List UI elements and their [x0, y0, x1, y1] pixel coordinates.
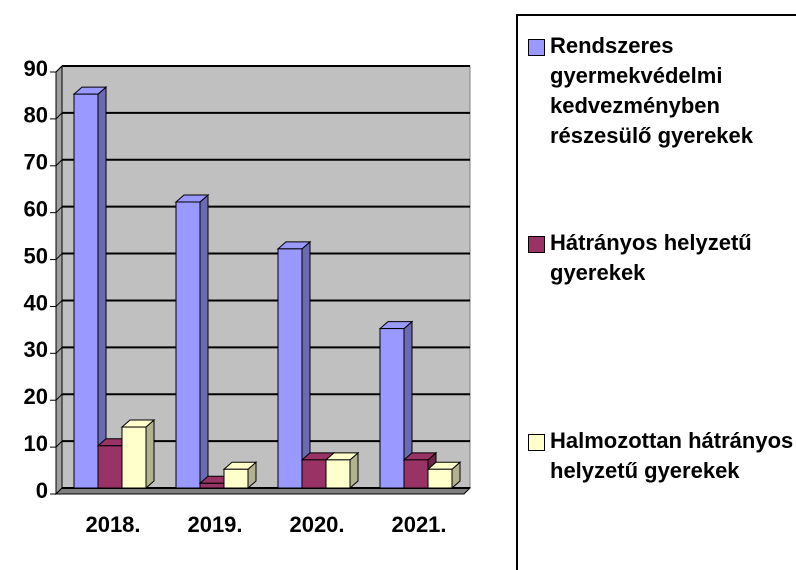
legend: Rendszeres gyermekvédelmi kedvezményben …: [516, 14, 796, 570]
bar-side: [301, 240, 311, 490]
grid-line-side: [55, 253, 63, 260]
legend-entry: Hátrányos helyzetű gyerekek: [528, 228, 796, 288]
bar: [426, 461, 462, 490]
bar-side: [97, 86, 107, 490]
legend-entry: Halmozottan hátrányos helyzetű gyerekek: [528, 426, 796, 486]
grid-line-side: [55, 440, 63, 448]
y-tick-label: 70: [24, 150, 48, 175]
legend-swatch: [528, 39, 545, 56]
grid-line-side: [55, 159, 63, 167]
y-tick-label: 10: [24, 431, 48, 456]
legend-swatch: [528, 434, 545, 451]
bar: [378, 320, 414, 490]
bar-front: [403, 459, 429, 489]
y-tick-label: 60: [24, 196, 48, 221]
grid-line-side: [55, 112, 63, 120]
legend-label: Rendszeres gyermekvédelmi kedvezményben …: [550, 33, 754, 148]
bar-front: [379, 328, 405, 489]
bar-front: [325, 459, 351, 489]
bar-front: [277, 248, 303, 489]
x-tick-label: 2021.: [391, 512, 446, 537]
bar-side: [145, 418, 155, 490]
bar-front: [223, 468, 249, 489]
legend-entry: Rendszeres gyermekvédelmi kedvezményben …: [528, 31, 796, 151]
x-tick-label: 2019.: [187, 512, 242, 537]
legend-label: Halmozottan hátrányos helyzetű gyerekek: [550, 428, 794, 483]
legend-swatch: [528, 236, 545, 253]
grid-line-side: [55, 300, 63, 307]
y-tick-label: 30: [24, 337, 48, 362]
y-tick-label: 0: [36, 478, 48, 503]
bar-front: [73, 93, 99, 489]
y-tick-label: 20: [24, 384, 48, 409]
bar-front: [427, 468, 453, 489]
bar-front: [97, 445, 123, 489]
x-tick-label: 2020.: [289, 512, 344, 537]
bar: [324, 451, 360, 490]
bar: [222, 461, 258, 490]
grid-line-side: [55, 487, 63, 495]
bar: [174, 193, 210, 490]
grid-line-side: [55, 346, 63, 354]
chart: 0 10 20 30 40 50 60 70 80 90 2018. 2019. 2020. 2021.: [24, 56, 472, 537]
y-tick-label: 80: [24, 103, 48, 128]
bar-front: [121, 426, 147, 489]
grid-line-side: [55, 393, 63, 401]
legend-label: Hátrányos helyzetű gyerekek: [550, 230, 752, 285]
bar-side: [199, 193, 209, 490]
bar-front: [175, 201, 201, 489]
grid-line-side: [55, 206, 63, 214]
bar: [276, 240, 312, 490]
bar: [120, 418, 156, 490]
x-tick-label: 2018.: [85, 512, 140, 537]
y-tick-label: 40: [24, 290, 48, 315]
bar: [72, 86, 108, 490]
y-tick-label: 90: [24, 56, 48, 81]
bar-front: [301, 459, 327, 489]
grid-line-side: [55, 65, 63, 73]
y-tick-label: 50: [24, 243, 48, 268]
bar-front: [199, 482, 225, 489]
side-wall: [55, 64, 63, 496]
